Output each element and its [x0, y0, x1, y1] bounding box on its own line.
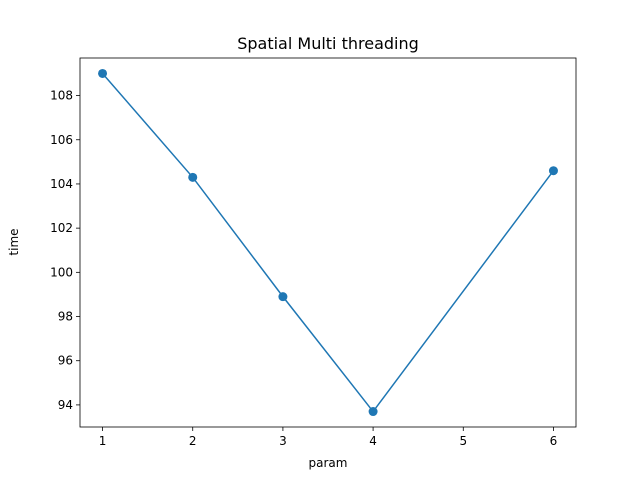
- y-tick-label: 94: [58, 398, 73, 412]
- y-tick-label: 98: [58, 310, 73, 324]
- y-tick-label: 104: [50, 177, 73, 191]
- x-tick-label: 4: [369, 434, 377, 448]
- y-tick-label: 102: [50, 221, 73, 235]
- x-tick-label: 2: [189, 434, 197, 448]
- y-tick-label: 100: [50, 265, 73, 279]
- x-tick-label: 1: [99, 434, 107, 448]
- plot-area: [80, 58, 576, 427]
- y-tick-label: 96: [58, 354, 73, 368]
- y-tick-label: 106: [50, 133, 73, 147]
- chart-title: Spatial Multi threading: [237, 34, 419, 53]
- data-point: [548, 166, 558, 176]
- y-axis: 94 96 98 100 102 104 106 108: [50, 89, 80, 412]
- x-tick-label: 3: [279, 434, 287, 448]
- y-axis-label: time: [7, 228, 21, 255]
- series-layer: [98, 68, 558, 417]
- x-tick-label: 5: [459, 434, 467, 448]
- data-point: [98, 68, 108, 78]
- data-point: [188, 172, 198, 182]
- data-point: [278, 292, 288, 302]
- y-tick-label: 108: [50, 89, 73, 103]
- x-axis: 1 2 3 4 5 6: [99, 427, 558, 448]
- plot-frame: [79, 57, 577, 428]
- x-tick-label: 6: [550, 434, 558, 448]
- data-point: [368, 407, 378, 417]
- x-axis-label: param: [309, 456, 348, 470]
